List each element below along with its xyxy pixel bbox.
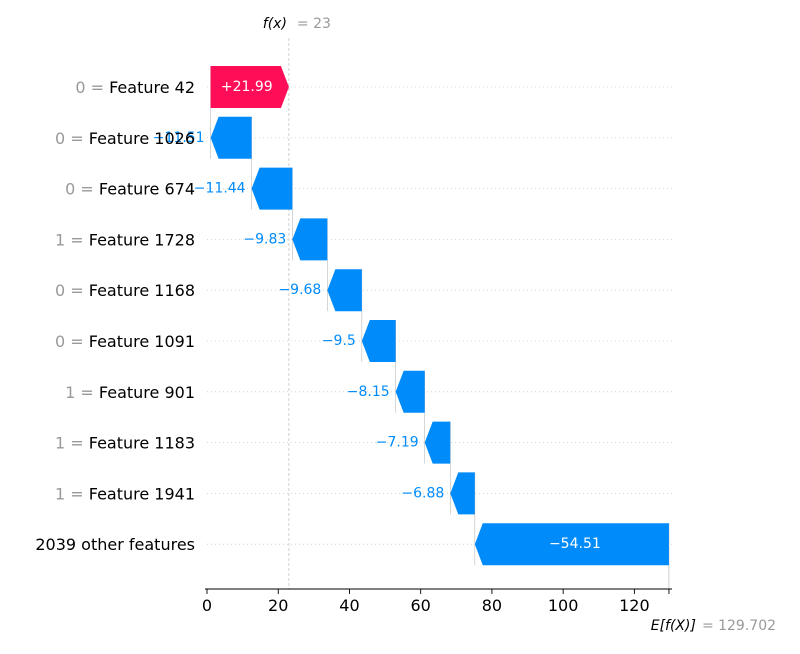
feature-name: Feature 901 — [99, 382, 195, 401]
contribution-bar — [210, 116, 252, 159]
feature-value: 1 = — [55, 484, 89, 503]
contribution-bars: +21.99 −11.51 −11.44 −9.83 −9.68 −9.5 −8.15 −7.… — [153, 66, 669, 566]
x-tick-label: 80 — [482, 596, 502, 615]
feature-name: Feature 1941 — [89, 484, 195, 503]
feature-value: 0 = — [65, 179, 99, 198]
feature-name: 2039 other features — [35, 535, 195, 554]
contribution-bar — [424, 421, 451, 464]
feature-label: 0 = Feature 1168 — [55, 281, 195, 300]
x-tick-label: 60 — [411, 596, 431, 615]
contribution-bar — [327, 269, 362, 312]
feature-value: 1 = — [65, 382, 99, 401]
contribution-label: −9.5 — [322, 333, 356, 349]
contribution-label: −11.44 — [194, 181, 246, 197]
feature-label: 1 = Feature 901 — [65, 382, 195, 401]
feature-label: 1 = Feature 1183 — [55, 433, 195, 452]
feature-label: 0 = Feature 42 — [75, 78, 195, 97]
contribution-label: −6.88 — [401, 485, 444, 501]
contribution-label: −11.51 — [153, 130, 205, 146]
contribution-bar — [361, 320, 396, 362]
contribution-label: +21.99 — [221, 79, 273, 95]
feature-label: 0 = Feature 1091 — [55, 332, 195, 351]
feature-label: 2039 other features — [35, 535, 195, 554]
contribution-label: −7.19 — [376, 435, 419, 451]
contribution-label: −9.68 — [278, 282, 321, 298]
x-tick-label: 20 — [268, 596, 288, 615]
feature-value: 1 = — [55, 433, 89, 452]
x-tick-label: 0 — [202, 596, 212, 615]
contribution-bar — [474, 523, 669, 566]
base-value-label: E[f(X)] — [651, 618, 696, 634]
x-tick-label: 40 — [339, 596, 359, 615]
x-tick-label: 120 — [619, 596, 650, 615]
feature-label: 0 = Feature 674 — [65, 179, 195, 198]
feature-label: 1 = Feature 1728 — [55, 230, 195, 249]
feature-name: Feature 1728 — [89, 230, 195, 249]
base-value-annotation: E[f(X)] = 129.702 — [651, 618, 776, 634]
feature-value: 0 = — [75, 78, 109, 97]
feature-name: Feature 1026 — [89, 128, 195, 147]
contribution-bar — [395, 370, 425, 413]
contribution-bar — [292, 218, 328, 261]
feature-value: 0 = — [55, 281, 89, 300]
feature-name: Feature 42 — [109, 78, 195, 97]
contribution-label: −8.15 — [347, 384, 390, 400]
feature-label: 0 = Feature 1026 — [55, 128, 195, 147]
feature-value: 0 = — [55, 128, 89, 147]
feature-value: 0 = — [55, 332, 89, 351]
contribution-bar — [251, 167, 293, 210]
feature-name: Feature 1183 — [89, 433, 195, 452]
contribution-label: −54.51 — [549, 536, 601, 552]
feature-name: Feature 1168 — [89, 281, 195, 300]
feature-name: Feature 1091 — [89, 332, 195, 351]
fx-annotation: f(x) = 23 — [263, 16, 331, 32]
feature-label: 1 = Feature 1941 — [55, 484, 195, 503]
row-gridlines — [207, 86, 675, 545]
contribution-bar — [450, 472, 475, 515]
contribution-label: −9.83 — [243, 231, 286, 247]
x-axis: 0 20 40 60 80 100 120 — [202, 588, 672, 615]
x-tick-label: 100 — [548, 596, 579, 615]
reference-lines — [210, 38, 670, 589]
contribution-bar — [210, 66, 289, 108]
fx-value: = 23 — [297, 16, 331, 32]
feature-name: Feature 674 — [99, 179, 195, 198]
feature-value: 1 = — [55, 230, 89, 249]
base-value: = 129.702 — [702, 618, 776, 634]
fx-label: f(x) — [263, 16, 287, 32]
